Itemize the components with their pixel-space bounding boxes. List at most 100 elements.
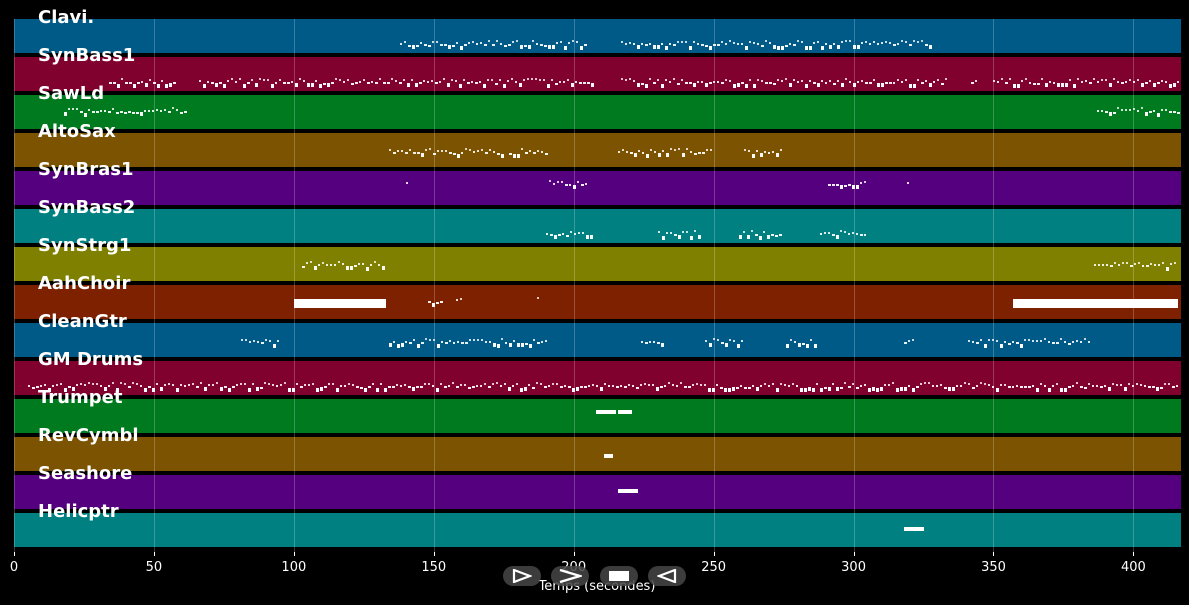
note-dot xyxy=(1165,80,1168,83)
note-dot xyxy=(813,41,816,44)
note-dot xyxy=(403,383,406,386)
note-dot xyxy=(387,385,391,388)
note-dot xyxy=(310,82,314,87)
note-dot xyxy=(488,39,491,42)
note-dot xyxy=(653,81,657,84)
note-dot xyxy=(1110,264,1114,267)
note-dot xyxy=(913,83,917,88)
note-dot xyxy=(564,45,568,50)
note-dot xyxy=(709,81,713,84)
note-dot xyxy=(508,43,512,46)
note-dot xyxy=(528,44,532,49)
note-dot xyxy=(897,78,900,81)
note-dot xyxy=(1170,262,1173,265)
note-dot xyxy=(897,42,900,45)
note-dot xyxy=(1157,113,1161,117)
note-dot xyxy=(727,387,731,392)
note-dot xyxy=(891,381,894,384)
note-dot xyxy=(438,80,441,83)
track-lane xyxy=(14,475,1181,511)
note-dot xyxy=(548,44,552,49)
note-dot xyxy=(123,382,126,385)
note-dot xyxy=(127,385,131,388)
note-dot xyxy=(374,81,378,84)
note-bar xyxy=(903,527,924,531)
note-dot xyxy=(711,387,715,392)
note-dot xyxy=(513,154,517,159)
note-dot xyxy=(1021,79,1024,82)
note-dot xyxy=(1111,382,1114,385)
note-dot xyxy=(436,302,440,304)
note-dot xyxy=(420,41,423,44)
note-dot xyxy=(557,233,561,236)
note-dot xyxy=(790,339,793,342)
note-dot xyxy=(879,386,883,391)
note-dot xyxy=(414,82,418,87)
play-button[interactable] xyxy=(503,566,541,586)
note-dot xyxy=(683,385,687,388)
note-dot xyxy=(1114,261,1117,264)
note-dot xyxy=(972,341,975,344)
note-dot xyxy=(1072,341,1075,344)
grid-line xyxy=(713,19,715,552)
note-dot xyxy=(334,77,337,80)
note-dot xyxy=(1048,341,1051,344)
note-dot xyxy=(1028,339,1031,342)
note-dot xyxy=(1052,342,1056,345)
note-dot xyxy=(538,78,541,81)
note-dot xyxy=(240,339,243,342)
note-dot xyxy=(823,386,827,389)
note-dot xyxy=(393,341,395,344)
rewind-button[interactable] xyxy=(648,566,686,586)
fast-forward-button[interactable] xyxy=(551,566,589,586)
note-dot xyxy=(705,44,709,47)
note-dot xyxy=(656,342,660,345)
note-dot xyxy=(1040,340,1043,343)
note-dot xyxy=(836,183,840,186)
track-lane xyxy=(14,171,1181,207)
note-dot xyxy=(929,44,933,49)
note-dot xyxy=(695,382,698,385)
note-dot xyxy=(652,341,655,344)
note-dot xyxy=(983,382,986,385)
note-dot xyxy=(537,297,540,299)
note-dot xyxy=(435,387,439,392)
fast-forward-icon xyxy=(558,569,582,583)
note-dot xyxy=(647,383,650,386)
note-dot xyxy=(627,383,630,386)
note-dot xyxy=(418,81,422,84)
note-dot xyxy=(576,40,579,43)
note-dot xyxy=(1166,266,1170,271)
note-dot xyxy=(215,381,218,384)
note-dot xyxy=(112,108,115,110)
note-dot xyxy=(532,39,535,42)
note-dot xyxy=(88,109,91,111)
note-dot xyxy=(551,382,554,385)
note-dot xyxy=(717,43,721,46)
note-dot xyxy=(917,78,920,81)
note-dot xyxy=(883,383,886,386)
note-dot xyxy=(367,385,371,388)
note-dot xyxy=(768,152,771,155)
note-dot xyxy=(35,385,39,388)
note-dot xyxy=(169,82,173,87)
rewind-icon xyxy=(657,569,677,583)
note-dot xyxy=(530,77,533,80)
note-dot xyxy=(681,40,684,43)
stop-button[interactable] xyxy=(600,566,638,586)
note-dot xyxy=(893,81,896,84)
note-dot xyxy=(1106,263,1109,266)
note-dot xyxy=(31,386,35,389)
note-dot xyxy=(242,83,246,88)
note-dot xyxy=(921,39,924,42)
note-dot xyxy=(975,384,978,387)
note-dot xyxy=(702,152,706,155)
note-dot xyxy=(758,235,762,240)
note-dot xyxy=(729,339,732,342)
note-dot xyxy=(913,39,916,42)
note-dot xyxy=(631,384,634,387)
note-dot xyxy=(759,384,762,387)
track-label: CleanGtr xyxy=(38,311,127,332)
note-dot xyxy=(342,262,345,265)
note-dot xyxy=(1130,264,1134,267)
